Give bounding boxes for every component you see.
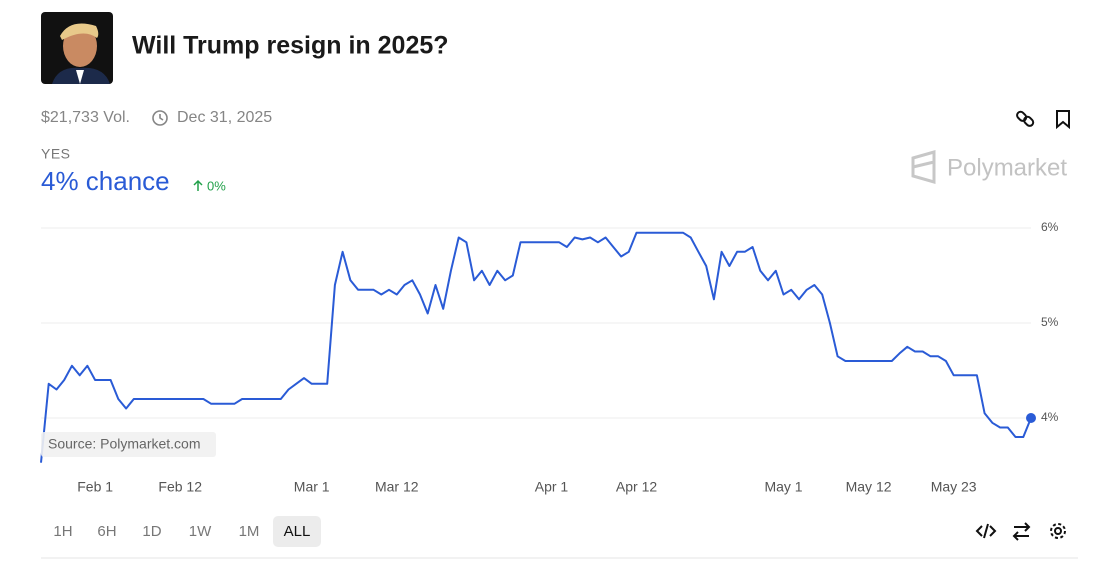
change: 0%: [207, 178, 226, 193]
chance: 4% chance: [41, 166, 170, 196]
y-tick-label: 5%: [1041, 315, 1059, 329]
x-tick-label: Apr 12: [616, 479, 657, 495]
range-button[interactable]: 6H: [97, 523, 116, 540]
x-tick-label: Feb 12: [158, 479, 202, 495]
brand: Polymarket: [947, 154, 1067, 181]
volume: $21,733 Vol.: [41, 109, 130, 126]
price-line: [40, 231, 1032, 463]
x-tick-label: Feb 1: [77, 479, 113, 495]
source-box: [41, 432, 216, 457]
y-tick-label: 4%: [1041, 410, 1059, 424]
chart: 4% 5% 6% Feb 1 Feb 12 Mar 1 Mar 12 Apr 1 Apr 12 M…: [40, 220, 1059, 495]
x-tick-label: May 1: [764, 479, 802, 495]
swap-icon[interactable]: [1012, 522, 1031, 541]
x-tick-label: Apr 1: [535, 479, 569, 495]
x-tick-label: Mar 12: [375, 479, 419, 495]
source: Source: Polymarket.com: [48, 436, 201, 452]
market-image: [41, 12, 113, 84]
range-selector: 1H 6H 1D 1W 1M ALL: [53, 516, 321, 547]
range-button[interactable]: ALL: [284, 523, 311, 540]
range-button[interactable]: 1D: [142, 523, 161, 540]
settings-icon[interactable]: [1050, 523, 1066, 539]
end-date: Dec 31, 2025: [177, 109, 272, 126]
market-title: Will Trump resign in 2025?: [132, 32, 449, 60]
last-point: [1026, 413, 1036, 423]
embed-icon[interactable]: [975, 523, 997, 539]
up-arrow: [193, 179, 203, 191]
x-tick-label: Mar 1: [294, 479, 330, 495]
link-icon[interactable]: [1016, 110, 1035, 127]
brand-logo: [911, 150, 936, 184]
y-tick-label: 6%: [1041, 220, 1059, 234]
range-button[interactable]: 1M: [239, 523, 260, 540]
clock-icon: [152, 110, 168, 126]
x-tick-label: May 23: [931, 479, 977, 495]
range-button[interactable]: 1H: [53, 523, 72, 540]
bookmark-icon[interactable]: [1056, 110, 1070, 130]
range-button[interactable]: 1W: [189, 523, 212, 540]
range-active-bg: [273, 516, 321, 547]
x-tick-label: May 12: [846, 479, 892, 495]
outcome-label: YES: [41, 146, 71, 162]
